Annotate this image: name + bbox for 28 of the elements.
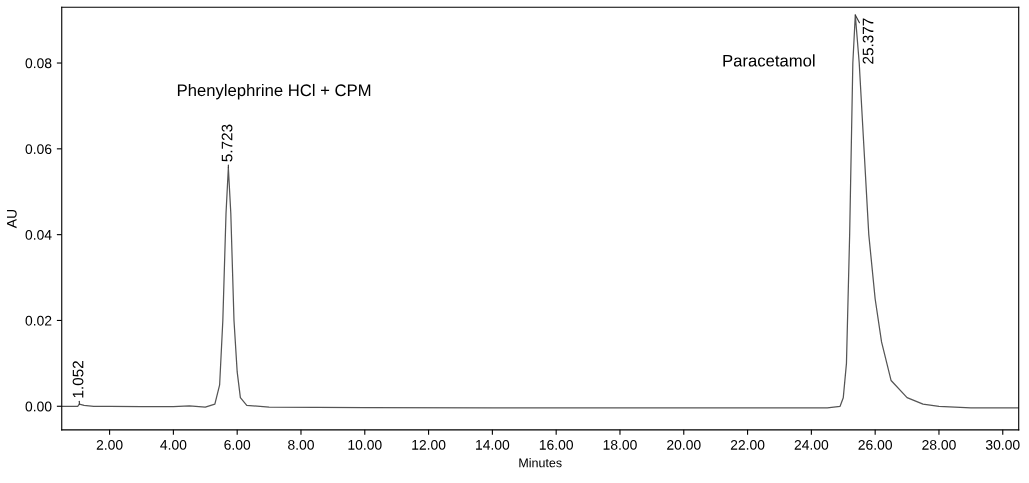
x-tick-label: 28.00 xyxy=(922,439,956,450)
x-tick-label: 30.00 xyxy=(985,439,1020,450)
y-tick-label: 0.04 xyxy=(25,229,52,240)
x-tick-label: 4.00 xyxy=(160,439,187,450)
y-tick-label: 0.02 xyxy=(25,315,52,326)
x-tick-label: 18.00 xyxy=(603,439,637,450)
annotation: 1.052 xyxy=(72,361,84,398)
x-tick-label: 10.00 xyxy=(348,439,382,450)
x-tick-label: 20.00 xyxy=(667,439,701,450)
x-tick-label: 24.00 xyxy=(794,439,829,450)
x-tick-label: 12.00 xyxy=(412,439,446,450)
line-series xyxy=(61,14,1019,409)
y-axis-title: AU xyxy=(7,209,17,229)
x-axis-title: Minutes xyxy=(519,458,562,468)
x-tick-label: 8.00 xyxy=(288,439,314,450)
y-tick-label: 0.06 xyxy=(25,144,52,154)
y-tick-label: 0.08 xyxy=(25,58,52,69)
x-tick-label: 22.00 xyxy=(730,439,765,450)
annotation: Paracetamol xyxy=(723,54,815,67)
x-tick-label: 6.00 xyxy=(224,439,251,450)
x-tick-label: 26.00 xyxy=(858,439,892,450)
x-tick-label: 14.00 xyxy=(476,439,510,450)
y-tick-label: 0.00 xyxy=(25,401,52,412)
annotation: Phenylephrine HCl + CPM xyxy=(177,83,371,100)
x-tick-label: 16.00 xyxy=(539,439,574,450)
x-tick-label: 2.00 xyxy=(96,439,123,450)
annotation: 5.723 xyxy=(221,124,233,162)
annotation: 25.377 xyxy=(862,18,874,64)
